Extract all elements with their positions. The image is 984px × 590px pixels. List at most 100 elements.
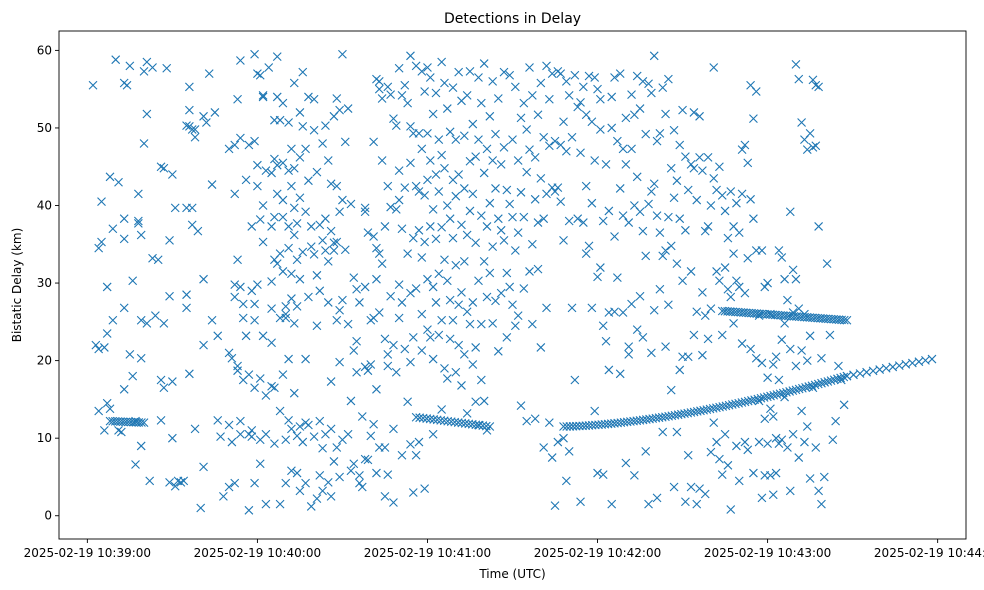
data-point [289,203,299,213]
data-point [99,426,109,435]
data-point [621,458,631,468]
data-point [646,348,656,358]
data-point [116,427,126,437]
data-point [771,468,781,478]
data-point [819,472,829,482]
data-point [516,113,526,123]
data-point [270,212,279,222]
data-point [213,415,223,425]
data-point [250,136,259,146]
track-b-point [450,417,460,427]
data-point [329,246,339,255]
data-point [275,406,285,416]
data-point [406,357,415,367]
data-point [686,160,696,169]
data-point [774,375,784,385]
y-tick-label: 60 [37,43,52,57]
data-point [695,153,704,162]
data-point [417,66,427,76]
data-point [442,374,452,383]
data-point [99,343,109,352]
data-point [306,222,316,231]
data-point [321,214,330,224]
data-points [88,49,937,515]
data-point [332,94,342,103]
plot-background [59,31,966,539]
track-b-point [422,414,432,423]
data-point [374,84,384,94]
data-point [397,224,407,234]
data-point [763,278,772,288]
track-b-point [478,421,488,431]
data-point [230,478,240,488]
data-point [335,105,344,115]
data-point [641,129,651,139]
data-point [374,77,384,86]
data-point [383,82,393,92]
data-point [627,90,636,99]
data-point [346,396,356,406]
data-point [199,111,208,121]
y-tick-label: 20 [37,354,52,368]
data-point [445,127,455,137]
data-point [703,222,713,231]
data-point [485,111,495,121]
data-point [366,360,376,369]
data-point [638,332,648,342]
data-point [369,419,379,429]
data-point [587,198,597,208]
data-point [547,453,557,462]
data-point [644,79,653,89]
data-point [655,284,665,294]
data-point [488,319,498,328]
data-point [621,113,631,123]
data-point [802,145,812,155]
data-point [289,230,299,240]
data-point [287,269,296,279]
data-point [253,160,262,170]
data-point [278,267,288,276]
track-b-point [453,418,463,427]
data-point [182,303,191,313]
data-point [723,233,733,243]
data-point [224,144,234,154]
data-point [527,319,537,329]
track-b-point [471,420,481,430]
data-point [255,459,265,469]
data-point [108,315,118,325]
data-point [258,201,268,210]
data-point [420,484,430,493]
data-point [267,168,276,178]
data-point [785,207,795,217]
data-point [287,466,296,476]
data-point [544,418,554,428]
data-point [349,459,359,469]
track-d-point [927,354,937,364]
data-point [530,414,540,424]
data-point [618,308,628,317]
data-point [451,191,461,201]
data-point [428,429,438,439]
data-point [723,284,733,294]
data-point [689,163,699,173]
data-point [284,222,293,231]
data-point [732,198,741,208]
data-point [522,167,532,177]
data-point [652,211,662,220]
data-point [298,122,308,131]
track-b-point [429,415,439,424]
data-point [459,350,469,359]
data-point [573,102,583,112]
x-tick-label: 2025-02-19 10:39:00 [24,546,151,560]
data-point [794,453,804,462]
data-point [664,74,673,84]
data-point [298,247,308,257]
data-point [233,255,242,265]
data-point [142,319,152,328]
data-point [717,191,727,200]
data-point [808,142,818,152]
data-point [814,486,824,496]
data-point [542,303,551,313]
data-point [315,471,325,480]
